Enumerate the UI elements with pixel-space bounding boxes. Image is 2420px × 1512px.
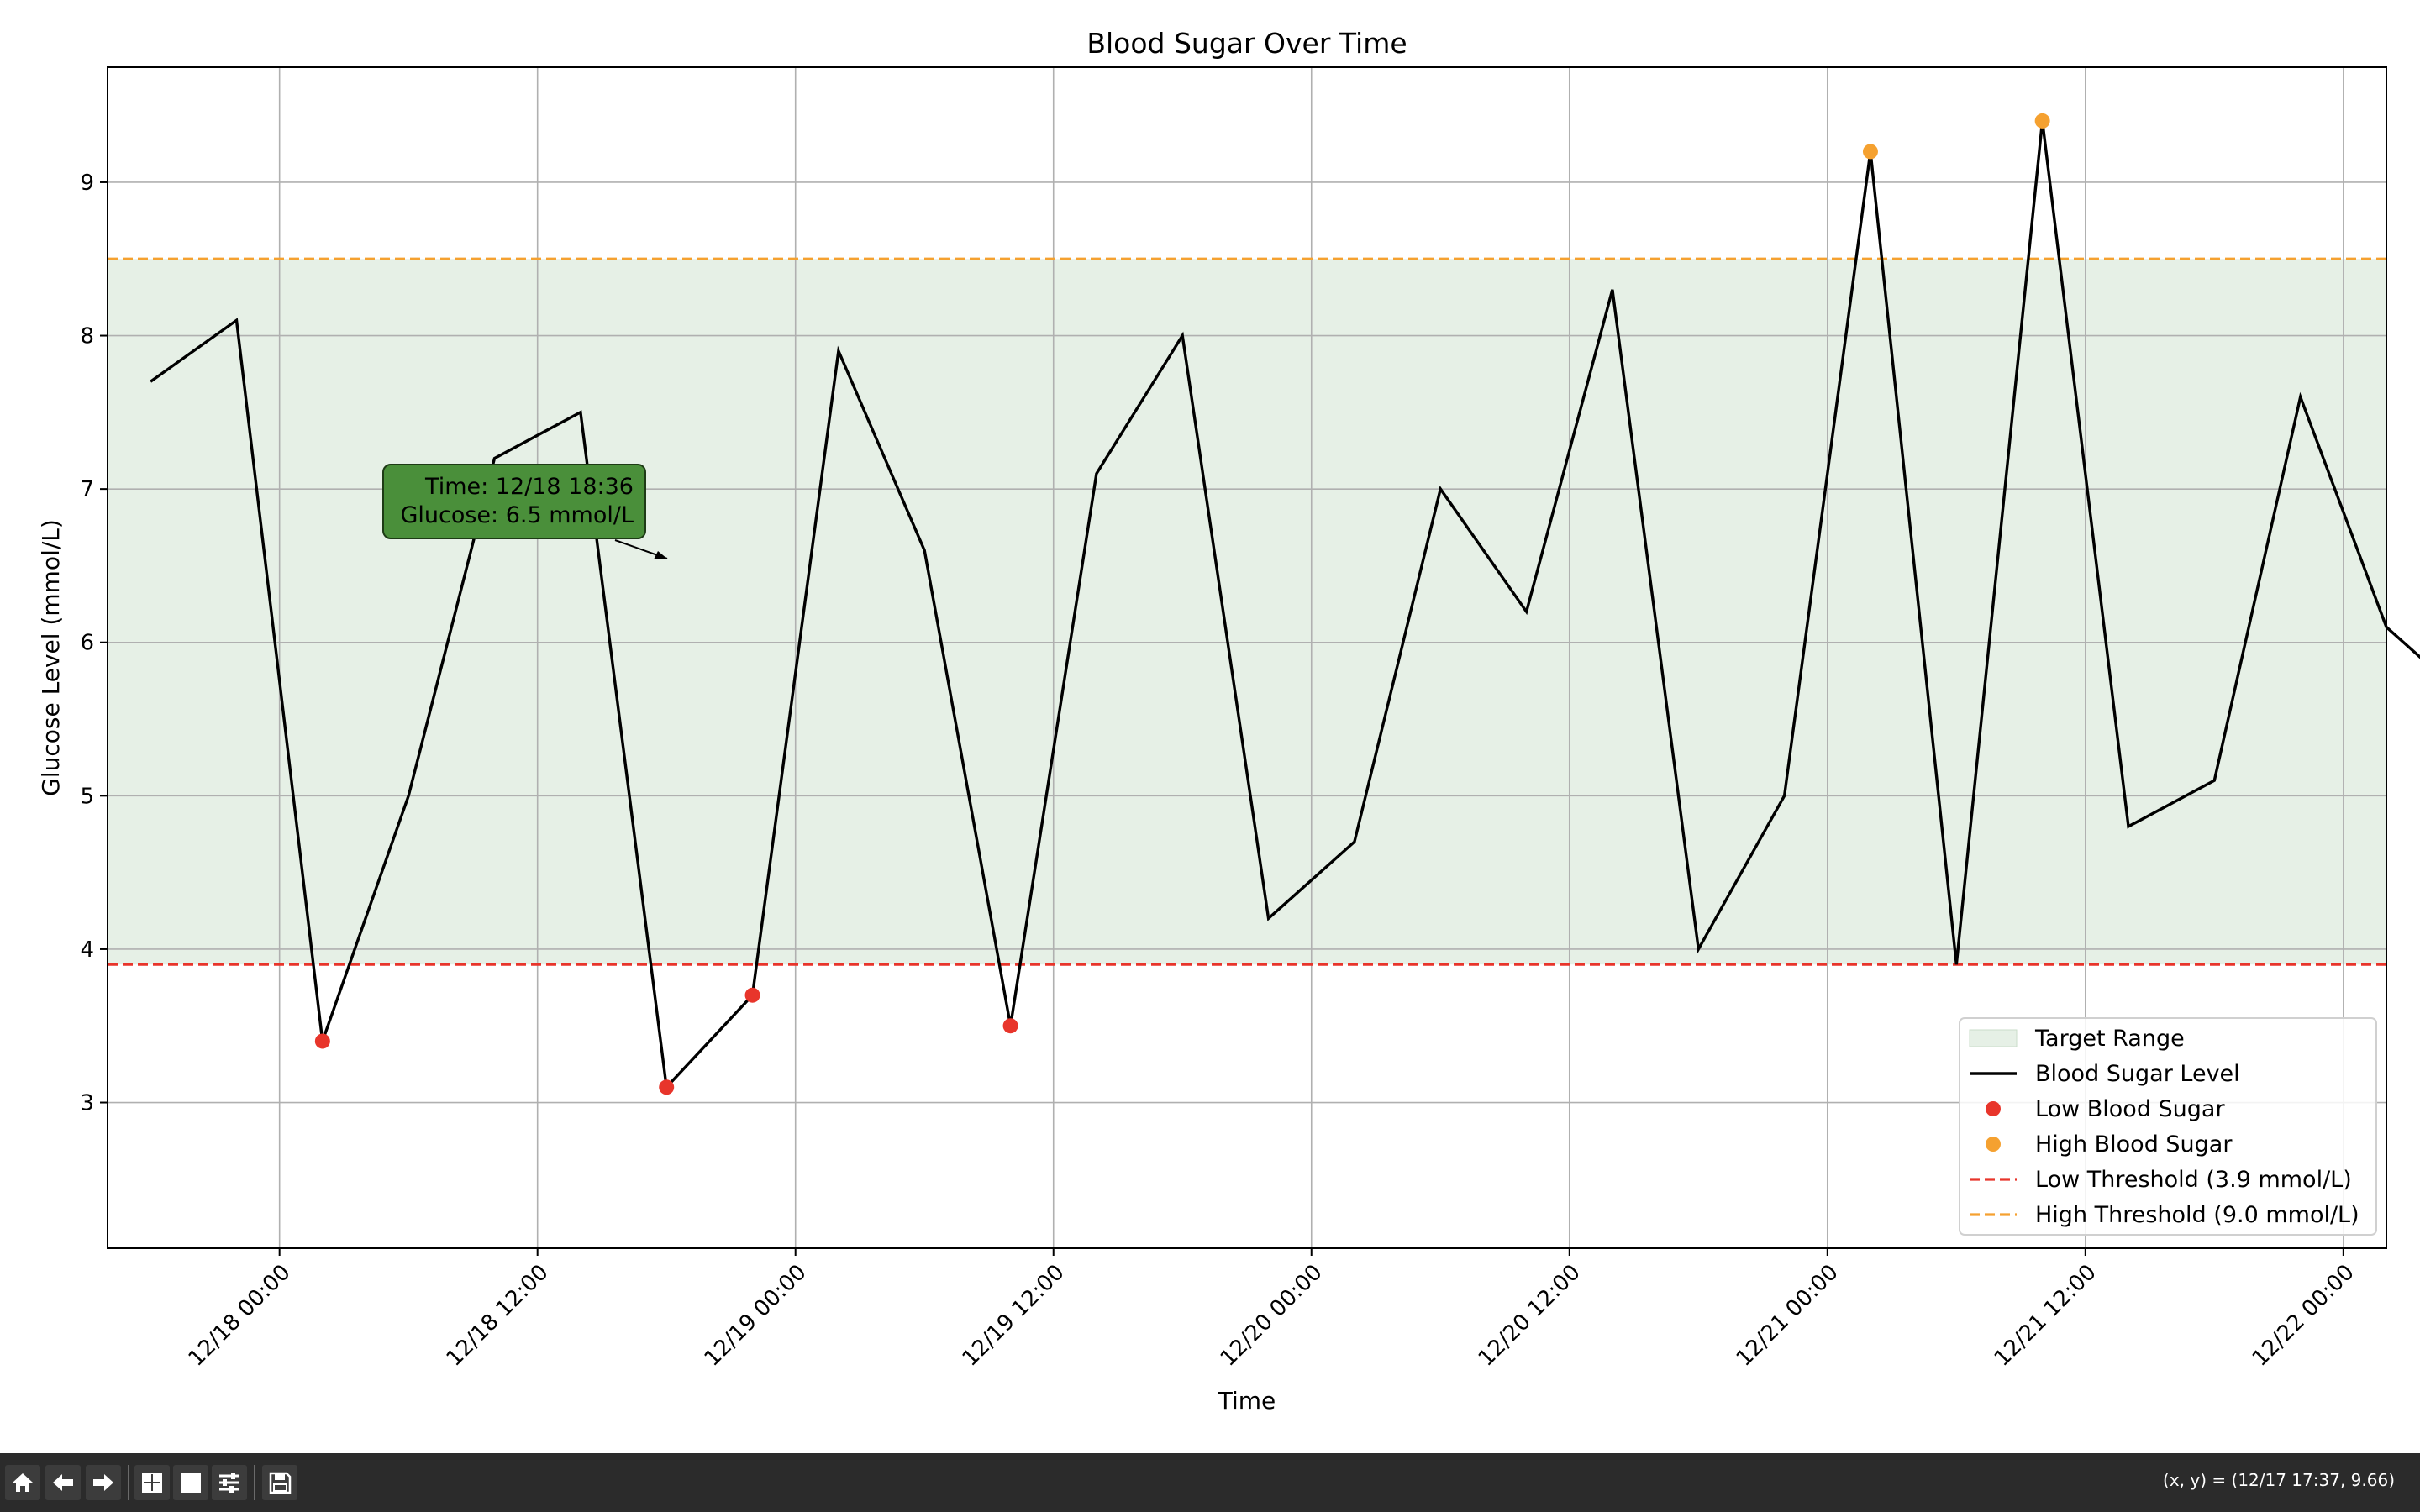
legend-swatch [1986,1137,2001,1152]
y-tick-label: 6 [80,631,94,656]
save-button[interactable] [262,1465,297,1500]
arrow-left-icon [53,1474,73,1491]
y-tick-label: 3 [80,1091,94,1116]
x-tick-label: 12/19 00:00 [700,1260,812,1372]
legend-label: High Blood Sugar [2035,1131,2233,1158]
pan-button[interactable] [134,1465,170,1500]
y-tick-label: 7 [80,477,94,502]
legend-swatch [1986,1101,2001,1116]
legend-label: Blood Sugar Level [2035,1061,2240,1087]
high-blood-sugar-point [1862,144,1878,160]
low-blood-sugar-point [659,1079,675,1095]
x-tick-label: 12/22 00:00 [2248,1260,2360,1372]
legend-entry: High Blood Sugar [1986,1131,2233,1158]
plot-frame [107,66,2387,1249]
legend-entry: Low Threshold (3.9 mmol/L) [1970,1167,2352,1193]
toolbar-separator [254,1465,255,1500]
coordinate-readout: (x, y) = (12/17 17:37, 9.66) [2163,1470,2395,1490]
legend-label: Low Threshold (3.9 mmol/L) [2035,1167,2352,1193]
legend-box [1959,1017,2377,1236]
annotation-box [382,464,646,539]
x-tick-label: 12/18 00:00 [184,1260,296,1372]
x-tick-label: 12/20 12:00 [1474,1260,1586,1372]
x-tick-label: 12/21 00:00 [1732,1260,1844,1372]
annotation-time: Time: 12/18 18:36 [424,474,634,500]
blood-sugar-line [150,120,2420,1091]
low-blood-sugar-point [314,1033,330,1049]
x-tick-label: 12/21 12:00 [1990,1260,2102,1372]
legend-entry: High Threshold (9.0 mmol/L) [1970,1202,2360,1228]
high-blood-sugar-point [2034,113,2050,129]
y-tick-label: 9 [80,171,94,196]
legend-entry: Target Range [1969,1026,2185,1052]
y-axis-label: Glucose Level (mmol/L) [37,519,65,796]
forward-button[interactable] [86,1465,121,1500]
home-icon [13,1473,33,1492]
back-button[interactable] [45,1465,81,1500]
target-range-band [108,259,2386,965]
x-axis-label: Time [1218,1387,1276,1415]
navigation-toolbar: (x, y) = (12/17 17:37, 9.66) [0,1453,2420,1512]
annotation-arrowhead [654,551,667,559]
x-tick-label: 12/19 12:00 [958,1260,1070,1372]
sliders-icon [219,1473,239,1493]
y-tick-label: 8 [80,324,94,349]
home-button[interactable] [5,1465,40,1500]
low-blood-sugar-point [1002,1018,1018,1034]
zoom-icon [181,1473,201,1493]
annotation-glucose: Glucose: 6.5 mmol/L [400,502,634,528]
legend-label: Target Range [2034,1026,2185,1052]
x-tick-label: 12/18 12:00 [442,1260,554,1372]
legend-entry: Blood Sugar Level [1970,1061,2240,1087]
y-tick-label: 5 [80,784,94,809]
legend-swatch [1969,1029,2018,1047]
toolbar-separator [128,1465,129,1500]
chart: Blood Sugar Over Time 3 4 5 6 7 8 9 12/18 00:00… [37,27,2420,1415]
arrow-right-icon [93,1474,113,1491]
plot-area[interactable]: 3 4 5 6 7 8 9 12/18 00:00 12/18 12:00 12/19 00:00… [80,66,2420,1372]
move-icon [142,1473,162,1493]
legend-label: High Threshold (9.0 mmol/L) [2035,1202,2360,1228]
low-blood-sugar-point [744,987,760,1003]
save-icon [269,1472,292,1494]
y-tick-label: 4 [80,937,94,963]
legend-label: Low Blood Sugar [2035,1096,2225,1122]
legend-entry: Low Blood Sugar [1986,1096,2225,1122]
configure-subplots-button[interactable] [212,1465,247,1500]
chart-title: Blood Sugar Over Time [1086,27,1407,60]
zoom-button[interactable] [173,1465,208,1500]
x-tick-label: 12/20 00:00 [1216,1260,1328,1372]
